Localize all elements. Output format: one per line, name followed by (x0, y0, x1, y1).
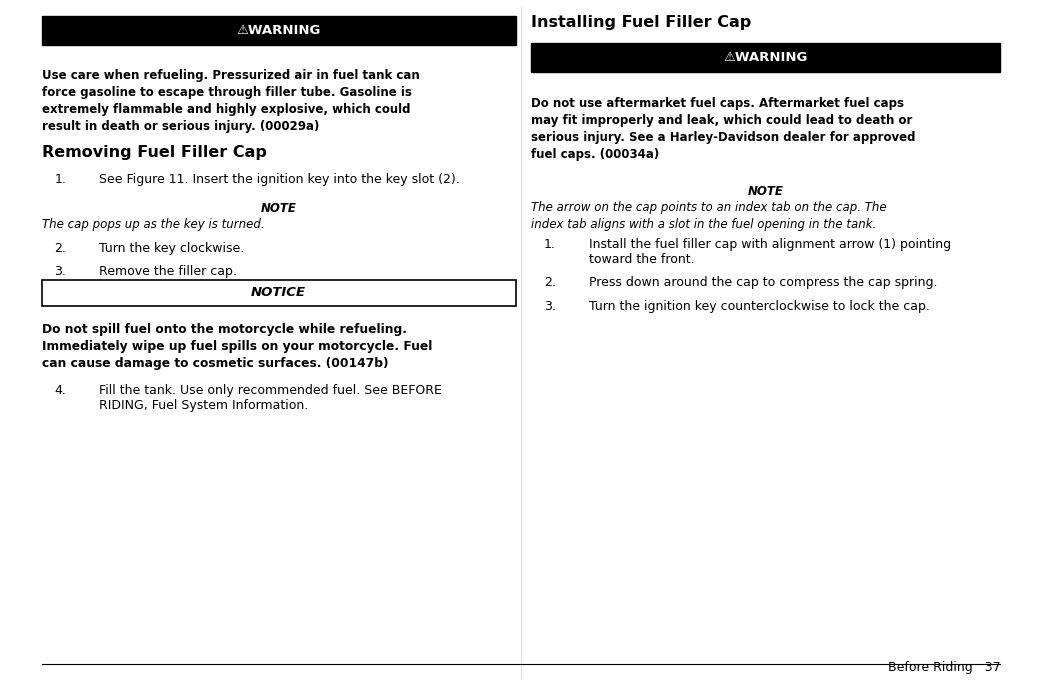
Text: Press down around the cap to compress the cap spring.: Press down around the cap to compress th… (589, 276, 938, 289)
Text: Fill the tank. Use only recommended fuel. See BEFORE: Fill the tank. Use only recommended fuel… (99, 384, 442, 397)
Text: Turn the key clockwise.: Turn the key clockwise. (99, 242, 245, 255)
Text: NOTICE: NOTICE (251, 287, 307, 299)
Text: Remove the filler cap.: Remove the filler cap. (99, 265, 237, 279)
Text: 3.: 3. (544, 300, 555, 313)
Text: 2.: 2. (55, 242, 66, 255)
Text: Install the fuel filler cap with alignment arrow (1) pointing: Install the fuel filler cap with alignme… (589, 238, 950, 251)
Text: ⚠WARNING: ⚠WARNING (236, 24, 321, 36)
Text: Installing Fuel Filler Cap: Installing Fuel Filler Cap (531, 15, 752, 30)
Text: Do not use aftermarket fuel caps. Aftermarket fuel caps
may fit improperly and l: Do not use aftermarket fuel caps. Afterm… (531, 97, 916, 161)
Text: Removing Fuel Filler Cap: Removing Fuel Filler Cap (42, 145, 267, 161)
Text: Use care when refueling. Pressurized air in fuel tank can
force gasoline to esca: Use care when refueling. Pressurized air… (42, 69, 419, 132)
Text: 2.: 2. (544, 276, 555, 289)
Text: toward the front.: toward the front. (589, 253, 694, 266)
Text: See Figure 11. Insert the ignition key into the key slot (2).: See Figure 11. Insert the ignition key i… (99, 173, 460, 186)
Text: The cap pops up as the key is turned.: The cap pops up as the key is turned. (42, 218, 265, 231)
Text: ⚠WARNING: ⚠WARNING (723, 51, 807, 64)
Text: Before Riding   37: Before Riding 37 (887, 661, 1001, 674)
Text: Turn the ignition key counterclockwise to lock the cap.: Turn the ignition key counterclockwise t… (589, 300, 929, 313)
FancyBboxPatch shape (531, 43, 1001, 72)
Text: NOTE: NOTE (260, 202, 297, 215)
Text: 3.: 3. (55, 265, 66, 279)
FancyBboxPatch shape (42, 16, 516, 45)
Text: 1.: 1. (544, 238, 555, 251)
Text: Do not spill fuel onto the motorcycle while refueling.
Immediately wipe up fuel : Do not spill fuel onto the motorcycle wh… (42, 323, 432, 370)
Text: 4.: 4. (55, 384, 66, 397)
Text: The arrow on the cap points to an index tab on the cap. The
index tab aligns wit: The arrow on the cap points to an index … (531, 201, 887, 231)
Text: RIDING, Fuel System Information.: RIDING, Fuel System Information. (99, 399, 309, 412)
Text: NOTE: NOTE (748, 185, 783, 198)
FancyBboxPatch shape (42, 280, 516, 306)
Text: 1.: 1. (55, 173, 66, 186)
